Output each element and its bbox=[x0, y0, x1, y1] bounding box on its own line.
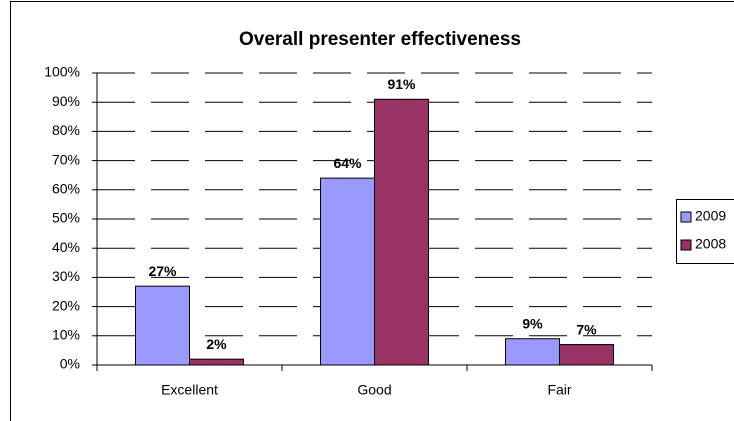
legend-label: 2008 bbox=[695, 236, 726, 252]
legend-label: 2009 bbox=[695, 208, 726, 224]
value-label: 2% bbox=[206, 336, 227, 352]
legend-box bbox=[676, 199, 734, 264]
bar bbox=[320, 177, 375, 366]
y-tick-label: 50% bbox=[52, 210, 80, 226]
y-tick-label: 60% bbox=[52, 181, 80, 197]
chart-title: Overall presenter effectiveness bbox=[239, 29, 521, 50]
y-tick-label: 10% bbox=[52, 327, 80, 343]
x-tick-label: Excellent bbox=[161, 382, 218, 398]
y-tick-label: 90% bbox=[52, 93, 80, 109]
legend-swatch bbox=[680, 239, 692, 251]
y-tick-label: 40% bbox=[52, 239, 80, 255]
bar bbox=[559, 344, 614, 366]
bar bbox=[505, 338, 560, 366]
bar bbox=[374, 98, 429, 366]
legend-swatch bbox=[680, 211, 692, 223]
value-label: 9% bbox=[522, 315, 543, 331]
value-label: 64% bbox=[333, 155, 362, 171]
bar bbox=[189, 358, 244, 366]
y-tick-label: 70% bbox=[52, 151, 80, 167]
y-tick-label: 20% bbox=[52, 297, 80, 313]
x-tick-label: Good bbox=[357, 382, 391, 398]
y-tick-label: 80% bbox=[52, 122, 80, 138]
value-label: 27% bbox=[148, 263, 177, 279]
y-tick-label: 100% bbox=[44, 64, 80, 80]
value-label: 91% bbox=[387, 76, 416, 92]
value-label: 7% bbox=[576, 321, 597, 337]
bar bbox=[135, 285, 190, 366]
x-tick-label: Fair bbox=[547, 382, 571, 398]
y-tick-label: 30% bbox=[52, 268, 80, 284]
y-tick-label: 0% bbox=[60, 356, 80, 372]
